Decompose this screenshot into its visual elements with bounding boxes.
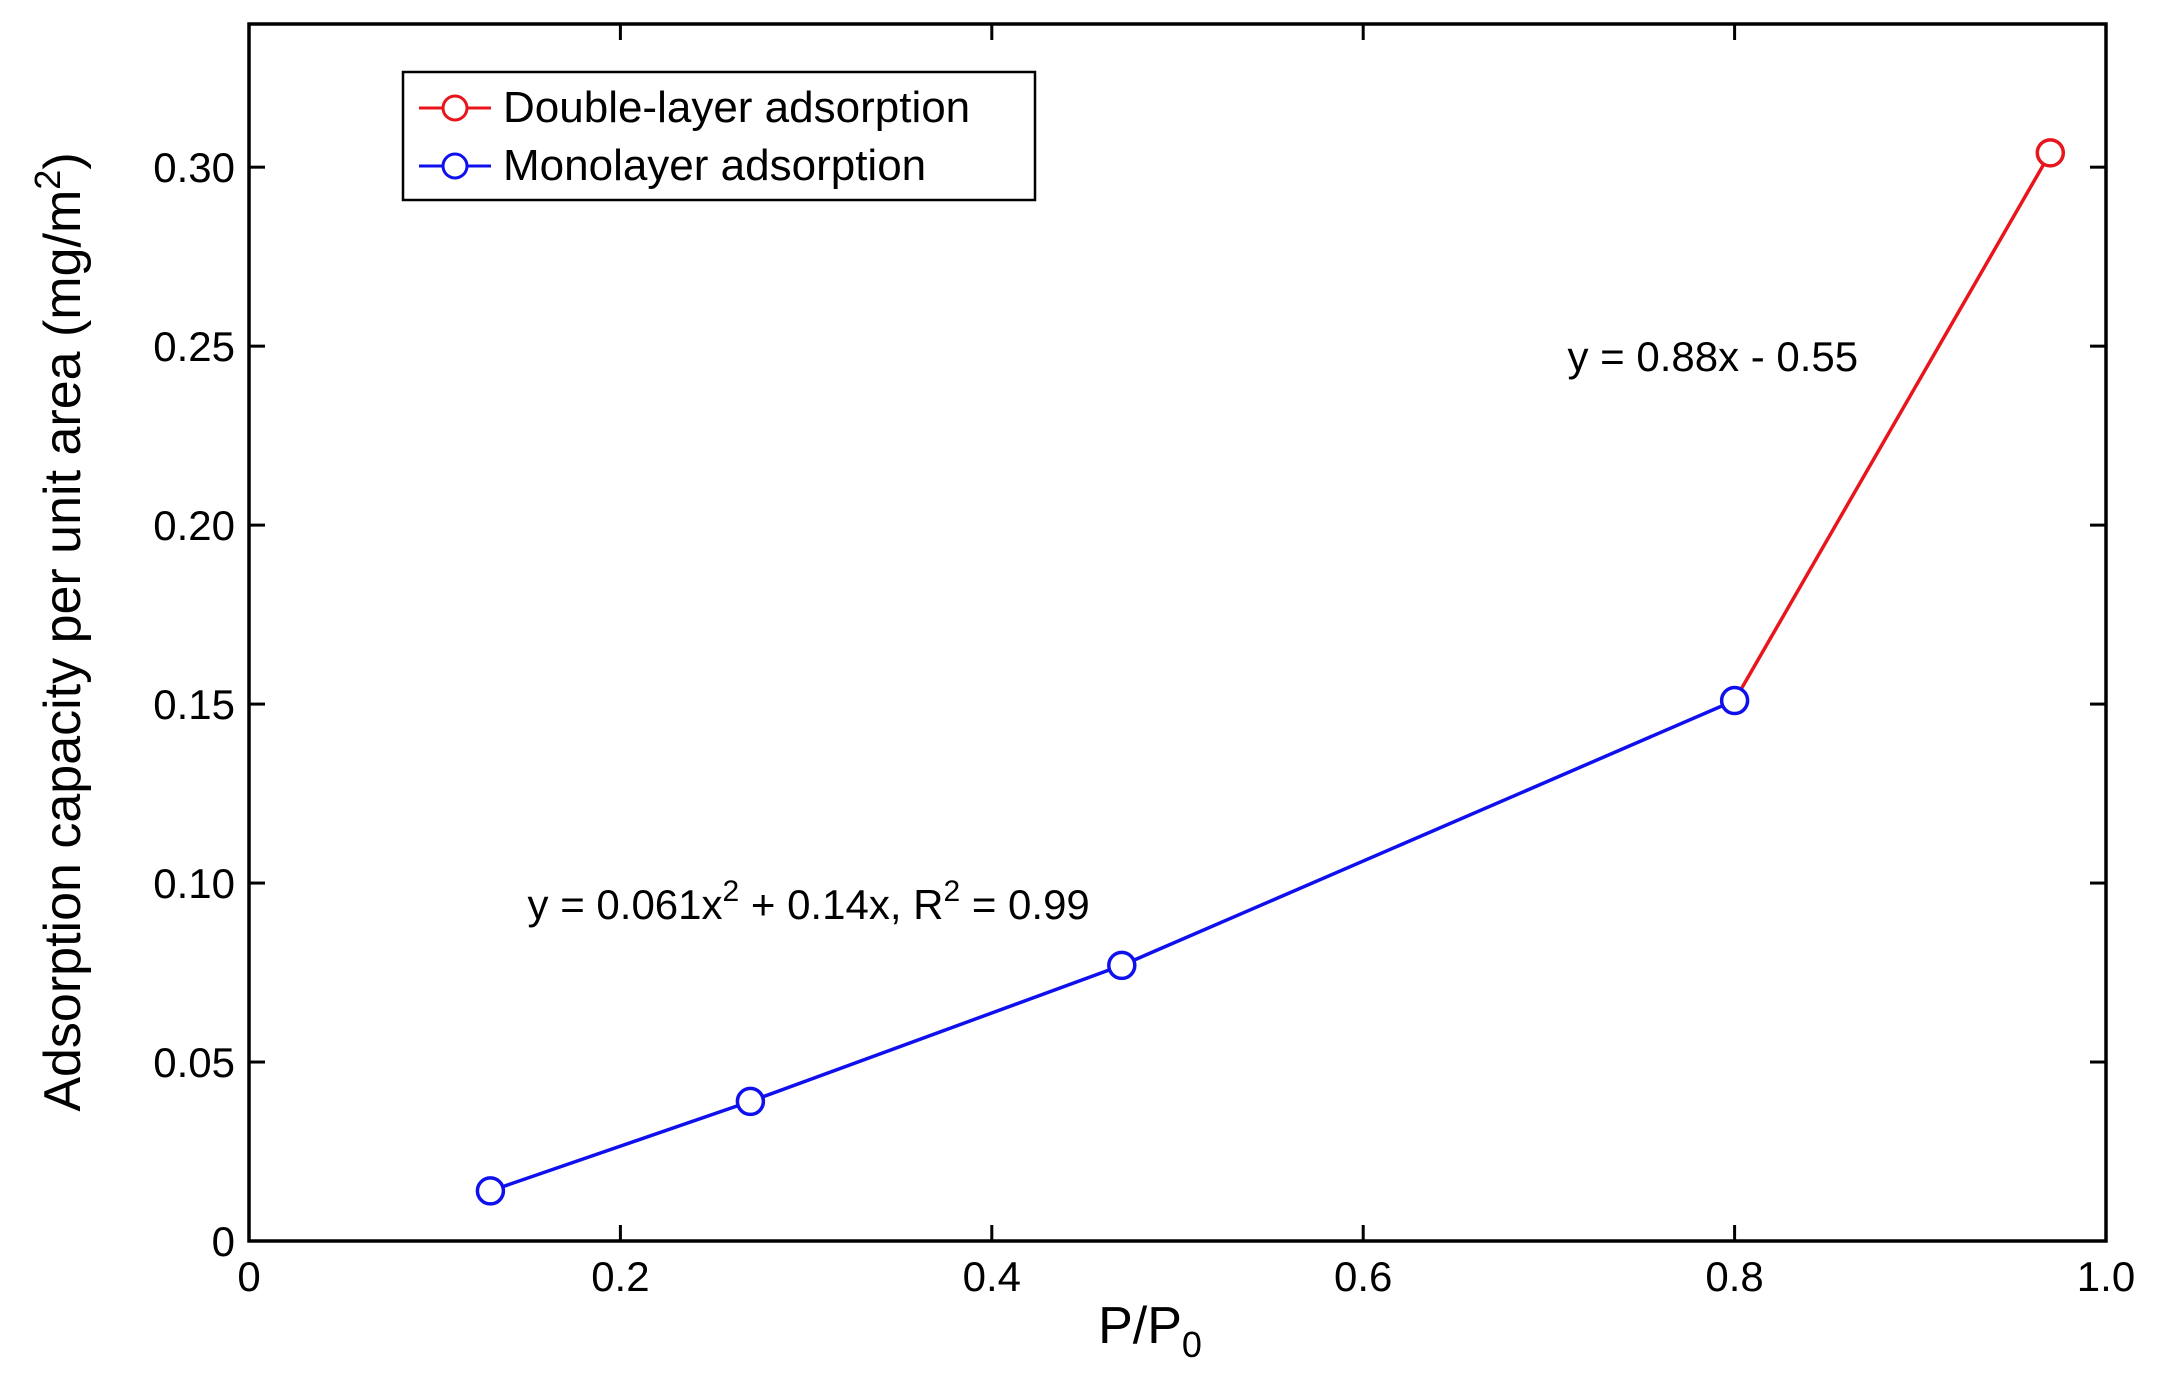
plot-area xyxy=(247,22,2108,1243)
y-axis-label: Adsorption capacity per unit area (mg/m2… xyxy=(27,152,92,1111)
x-tick-label-0-2: 0.2 xyxy=(591,1253,649,1300)
legend-box xyxy=(401,70,1037,202)
x-tick-label-1-0: 1.0 xyxy=(2077,1253,2135,1300)
axis-ticks: 0 0.2 0.4 0.6 0.8 1.0 0 0.05 0.10 0.15 0.20 0.25 0.3… xyxy=(153,24,2135,1300)
y-tick-label-0-15: 0.15 xyxy=(153,681,235,728)
data-point-monolayer-adsorption-1 xyxy=(475,1176,506,1206)
annotations: y = 0.88x - 0.55 y = 0.061x2 + 0.14x, R2 … xyxy=(528,333,1859,928)
x-tick-label-0-8: 0.8 xyxy=(1705,1253,1763,1300)
y-tick-label-0-05: 0.05 xyxy=(153,1039,235,1086)
legend-marker-double-layer xyxy=(441,94,469,122)
x-axis-label: P/P0 xyxy=(1098,1297,1202,1365)
y-tick-label-0: 0 xyxy=(212,1218,235,1265)
y-tick-label-0-25: 0.25 xyxy=(153,323,235,370)
y-tick-label-0-20: 0.20 xyxy=(153,502,235,549)
legend: Double-layer adsorption Monolayer adsorp… xyxy=(401,70,1037,202)
data-point-monolayer-adsorption-3 xyxy=(1107,950,1137,981)
y-tick-label-0-30: 0.30 xyxy=(153,144,235,191)
x-tick-label-0-6: 0.6 xyxy=(1334,1253,1392,1300)
y-axis-label-superscript: 2 xyxy=(27,170,68,190)
series-line-double-layer-adsorption xyxy=(1733,151,2052,702)
data-point-monolayer-adsorption-2 xyxy=(735,1086,766,1117)
series-layer xyxy=(475,138,2066,1206)
double-layer-equation: y = 0.88x - 0.55 xyxy=(1567,333,1858,380)
monolayer-equation: y = 0.061x2 + 0.14x, R2 = 0.99 xyxy=(528,875,1090,928)
legend-label-double-layer: Double-layer adsorption xyxy=(503,83,970,132)
x-axis-label-subscript: 0 xyxy=(1182,1324,1202,1365)
legend-marker-monolayer xyxy=(441,152,469,180)
x-tick-label-0-4: 0.4 xyxy=(963,1253,1021,1300)
data-point-double-layer-adsorption-2 xyxy=(2035,138,2066,168)
data-point-monolayer-adsorption-4 xyxy=(1719,685,1750,716)
legend-label-monolayer: Monolayer adsorption xyxy=(503,141,926,190)
y-tick-label-0-10: 0.10 xyxy=(153,860,235,907)
series-line-monolayer-adsorption xyxy=(489,698,1736,1193)
x-tick-label-0: 0 xyxy=(237,1253,260,1300)
